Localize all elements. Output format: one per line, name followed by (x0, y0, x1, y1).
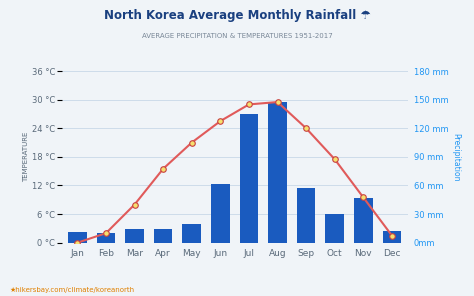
Bar (211, 184, 229, 243)
Bar (240, 114, 258, 243)
Bar (354, 198, 373, 243)
Bar (268, 102, 287, 243)
Bar (125, 229, 144, 243)
Bar (154, 229, 173, 243)
Y-axis label: Precipitation: Precipitation (451, 133, 460, 181)
Text: AVERAGE PRECIPITATION & TEMPERATURES 1951-2017: AVERAGE PRECIPITATION & TEMPERATURES 195… (142, 33, 332, 38)
Bar (97, 233, 115, 243)
Text: ★hikersbay.com/climate/koreanorth: ★hikersbay.com/climate/koreanorth (9, 287, 135, 293)
Bar (297, 188, 315, 243)
Y-axis label: TEMPERATURE: TEMPERATURE (23, 132, 29, 182)
Legend: TEMPERATURE, RAINFALL: TEMPERATURE, RAINFALL (161, 295, 309, 296)
Bar (326, 214, 344, 243)
Bar (68, 232, 87, 243)
Bar (383, 231, 401, 243)
Text: North Korea Average Monthly Rainfall ☂: North Korea Average Monthly Rainfall ☂ (103, 9, 371, 22)
Bar (182, 224, 201, 243)
